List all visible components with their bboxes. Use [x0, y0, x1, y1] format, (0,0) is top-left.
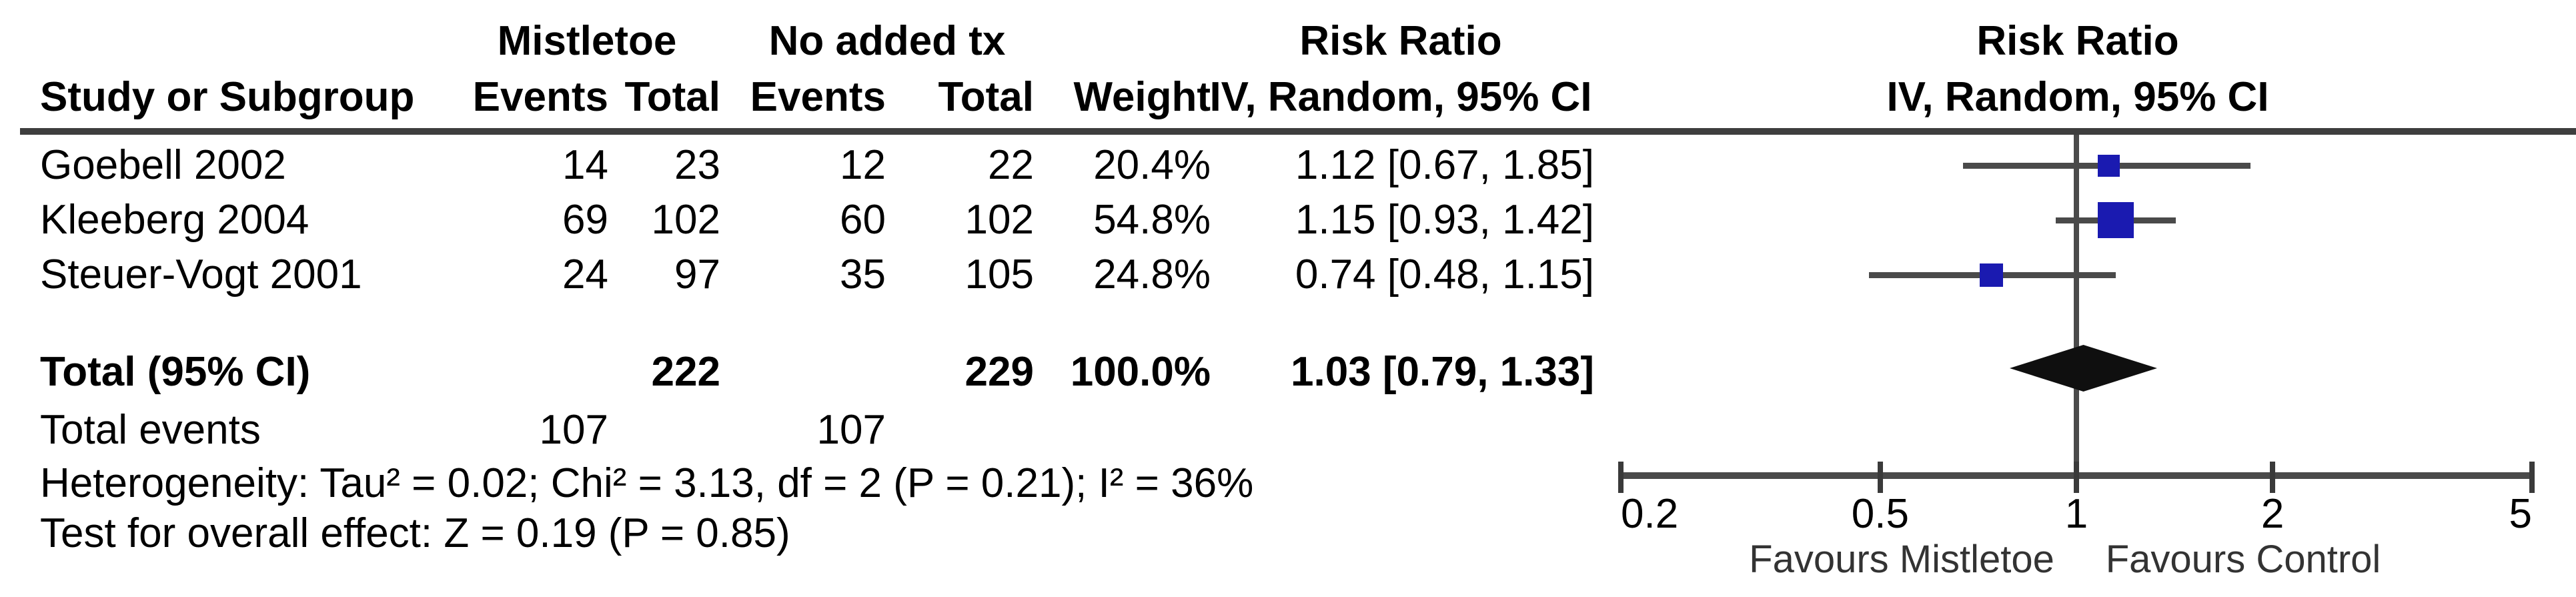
risk-ratio-column-header: Risk Ratio	[1299, 18, 1502, 64]
summary-diamond	[2009, 345, 2157, 392]
study-events1: 69	[562, 197, 608, 243]
study-weight: 20.4%	[1093, 142, 1211, 188]
axis-tick	[2529, 462, 2535, 493]
col-header-rr-ci: IV, Random, 95% CI	[1209, 74, 1592, 120]
total-row: Total (95% CI) 222 229 100.0% 1.03 [0.79…	[0, 345, 1621, 400]
col-header-study: Study or Subgroup	[40, 74, 415, 120]
total-events-label: Total events	[40, 407, 261, 453]
overall-effect-text: Test for overall effect: Z = 0.19 (P = 0…	[40, 510, 790, 556]
study-total2: 105	[964, 251, 1034, 297]
group1-header: Mistletoe	[497, 18, 677, 64]
axis-tick-label: 1	[2064, 491, 2088, 537]
study-rr-ci: 1.15 [0.93, 1.42]	[1295, 197, 1594, 243]
study-name: Kleeberg 2004	[40, 197, 309, 243]
header-divider-rule	[20, 128, 2576, 135]
effect-estimate-square	[2097, 154, 2120, 177]
study-total2: 102	[964, 197, 1034, 243]
group2-header: No added tx	[768, 18, 1006, 64]
study-total2: 22	[988, 142, 1034, 188]
total-total1: 222	[651, 349, 720, 395]
col-header-total1: Total	[624, 74, 721, 120]
axis-tick	[2074, 462, 2079, 493]
study-events1: 14	[562, 142, 608, 188]
study-row: Kleeberg 2004 69 102 60 102 54.8% 1.15 […	[0, 193, 1621, 247]
null-effect-line	[2074, 135, 2079, 479]
study-events2: 35	[840, 251, 886, 297]
effect-estimate-square	[1979, 263, 2003, 287]
axis-tick-label: 2	[2261, 491, 2285, 537]
overall-effect-note: Test for overall effect: Z = 0.19 (P = 0…	[0, 506, 1621, 561]
study-events2: 12	[840, 142, 886, 188]
study-total1: 23	[674, 142, 720, 188]
total-total2: 229	[964, 349, 1034, 395]
total-weight: 100.0%	[1070, 349, 1211, 395]
axis-tick	[1618, 462, 1624, 493]
axis-tick-label: 0.5	[1851, 491, 1909, 537]
favours-left-label: Favours Mistletoe	[1749, 538, 2054, 581]
total-events-events1: 107	[539, 407, 608, 453]
header-columns-row: Study or Subgroup Events Total Events To…	[0, 70, 2536, 125]
header-group-row: Mistletoe No added tx Risk Ratio Risk Ra…	[0, 14, 2536, 69]
col-header-weight: Weight	[1073, 74, 1211, 120]
study-events2: 60	[840, 197, 886, 243]
axis-tick	[1877, 462, 1883, 493]
study-name: Steuer-Vogt 2001	[40, 251, 362, 297]
total-events-row: Total events 107 107	[0, 403, 1621, 458]
axis-tick	[2270, 462, 2276, 493]
study-rr-ci: 1.12 [0.67, 1.85]	[1295, 142, 1594, 188]
axis-tick-label: 5	[2509, 491, 2532, 537]
study-total1: 102	[651, 197, 720, 243]
study-rr-ci: 0.74 [0.48, 1.15]	[1295, 251, 1594, 297]
total-events-events2: 107	[816, 407, 886, 453]
heterogeneity-note: Heterogeneity: Tau² = 0.02; Chi² = 3.13,…	[0, 456, 1621, 511]
study-weight: 54.8%	[1093, 197, 1211, 243]
total-rr-ci: 1.03 [0.79, 1.33]	[1291, 349, 1594, 395]
study-weight: 24.8%	[1093, 251, 1211, 297]
study-events1: 24	[562, 251, 608, 297]
plot-header-rr-ci: IV, Random, 95% CI	[1886, 74, 2269, 120]
study-name: Goebell 2002	[40, 142, 286, 188]
effect-estimate-square	[2098, 202, 2134, 238]
risk-ratio-plot-header: Risk Ratio	[1976, 18, 2179, 64]
study-row: Goebell 2002 14 23 12 22 20.4% 1.12 [0.6…	[0, 138, 1621, 193]
study-row: Steuer-Vogt 2001 24 97 35 105 24.8% 0.74…	[0, 247, 1621, 302]
total-label: Total (95% CI)	[40, 349, 311, 395]
study-total1: 97	[674, 251, 720, 297]
favours-right-label: Favours Control	[2105, 538, 2381, 581]
axis-tick-label: 0.2	[1621, 491, 1679, 537]
heterogeneity-text: Heterogeneity: Tau² = 0.02; Chi² = 3.13,…	[40, 460, 1254, 506]
col-header-events2: Events	[750, 74, 886, 120]
col-header-total2: Total	[938, 74, 1035, 120]
col-header-events1: Events	[472, 74, 608, 120]
forest-plot-graphic: 0.2 0.5 1 2 5 Favours Mistletoe Favours Contro…	[1618, 0, 2535, 597]
